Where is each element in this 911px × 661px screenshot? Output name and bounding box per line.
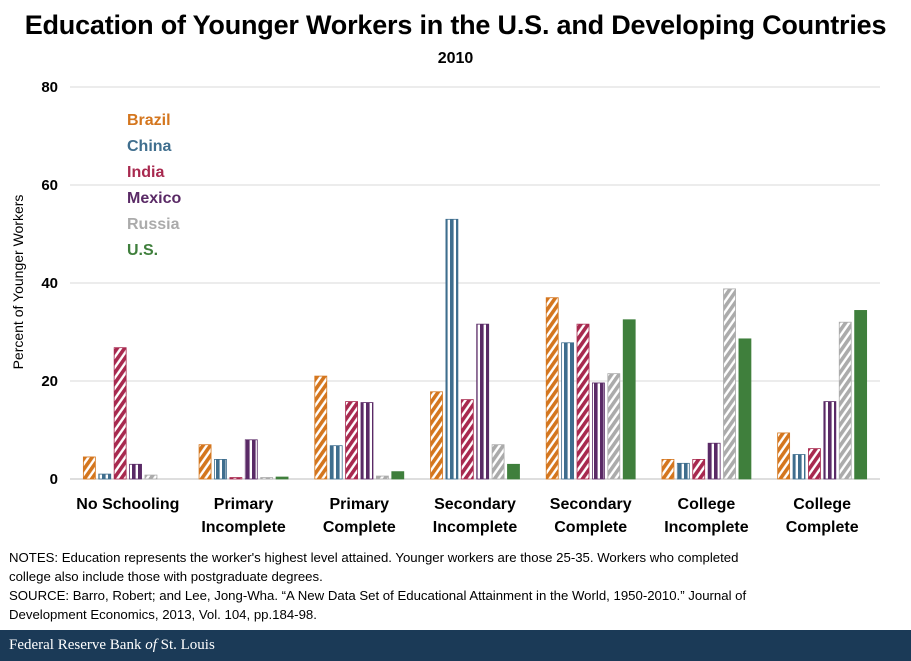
x-tick-label: Primary Incomplete	[201, 496, 286, 536]
bar-india-1	[229, 477, 243, 480]
y-tick-label: 40	[41, 275, 58, 292]
bar-mexico-1	[244, 439, 258, 480]
bar-mexico-3	[476, 323, 490, 480]
footer-text-italic: of	[145, 637, 157, 653]
y-tick-label: 80	[41, 79, 58, 96]
bars	[82, 218, 868, 480]
notes-line-2: college also include those with postgrad…	[9, 569, 323, 584]
legend-mexico: Mexico	[127, 190, 181, 207]
bar-brazil-1	[198, 444, 212, 480]
bar-mexico-2	[360, 402, 374, 480]
bar-russia-5	[723, 288, 736, 480]
legend-us: U.S.	[127, 242, 158, 259]
footer-bar: Federal Reserve Bank of St. Louis	[0, 630, 911, 661]
x-tick-label: College Complete	[786, 496, 859, 536]
notes-line-1: NOTES: Education represents the worker's…	[9, 550, 739, 565]
x-tick-label: Secondary Incomplete	[433, 496, 518, 536]
bar-russia-3	[491, 444, 505, 480]
bar-brazil-3	[430, 391, 443, 480]
legend-china: China	[127, 138, 172, 155]
x-tick-label: Secondary Complete	[550, 496, 632, 536]
bar-us-4	[622, 319, 636, 480]
bar-us-2	[391, 471, 405, 480]
bar-india-5	[692, 458, 706, 480]
source-line-2: Development Economics, 2013, Vol. 104, p…	[9, 607, 317, 622]
x-tick-label: College Incomplete	[664, 496, 749, 536]
bar-mexico-6	[823, 401, 837, 480]
bar-mexico-5	[707, 442, 721, 480]
bar-china-6	[792, 454, 806, 480]
bar-china-0	[98, 473, 112, 480]
legend-russia: Russia	[127, 216, 180, 233]
footer-text-start: Federal Reserve Bank	[9, 637, 146, 653]
bar-russia-4	[607, 373, 621, 480]
y-axis-ticks: 0 20 40 60 80	[41, 79, 58, 488]
bar-russia-6	[838, 321, 852, 480]
bar-china-5	[676, 462, 690, 480]
bar-india-6	[808, 448, 821, 480]
bar-brazil-4	[545, 297, 559, 480]
y-tick-label: 60	[41, 177, 58, 194]
footer-text-end: St. Louis	[156, 637, 215, 653]
x-tick-label: Primary Complete	[323, 496, 396, 536]
bar-brazil-5	[661, 458, 675, 480]
x-axis-labels: No Schooling Primary Incomplete Primary Comp…	[76, 496, 858, 536]
y-tick-label: 0	[50, 471, 58, 488]
bar-us-3	[507, 463, 520, 480]
notes: NOTES: Education represents the worker's…	[9, 548, 909, 624]
source-line-1: SOURCE: Barro, Robert; and Lee, Jong-Wha…	[9, 588, 747, 603]
bar-brazil-2	[314, 375, 328, 480]
gridlines	[70, 86, 880, 480]
x-tick-label: No Schooling	[76, 496, 179, 513]
legend: Brazil China India Mexico Russia U.S.	[127, 112, 181, 259]
legend-brazil: Brazil	[127, 112, 171, 129]
bar-mexico-0	[129, 463, 142, 480]
chart-subtitle: 2010	[437, 50, 474, 67]
bar-india-3	[460, 399, 474, 480]
legend-india: India	[127, 164, 164, 181]
bar-us-5	[738, 338, 752, 480]
chart-title: Education of Younger Workers in the U.S.…	[24, 10, 887, 40]
bar-china-3	[445, 218, 459, 480]
bar-us-1	[275, 476, 289, 480]
y-tick-label: 20	[41, 373, 58, 390]
bar-brazil-0	[82, 456, 96, 480]
bar-india-4	[576, 323, 590, 480]
bar-us-6	[854, 310, 868, 480]
bar-russia-2	[375, 475, 389, 480]
bar-china-4	[561, 342, 575, 480]
bar-chart: 0 20 40 60 80 No Schooling Primary Incomplete P…	[10, 79, 880, 536]
bar-russia-0	[144, 474, 158, 480]
bar-india-0	[113, 347, 127, 480]
y-axis-label: Percent of Younger Workers	[10, 195, 26, 370]
bar-china-1	[214, 458, 227, 480]
bar-india-2	[345, 401, 358, 480]
bar-brazil-6	[777, 432, 791, 480]
bar-mexico-4	[592, 382, 605, 480]
bar-china-2	[329, 445, 343, 480]
footer-text: Federal Reserve Bank of St. Louis	[9, 637, 215, 654]
bar-russia-1	[260, 477, 274, 480]
